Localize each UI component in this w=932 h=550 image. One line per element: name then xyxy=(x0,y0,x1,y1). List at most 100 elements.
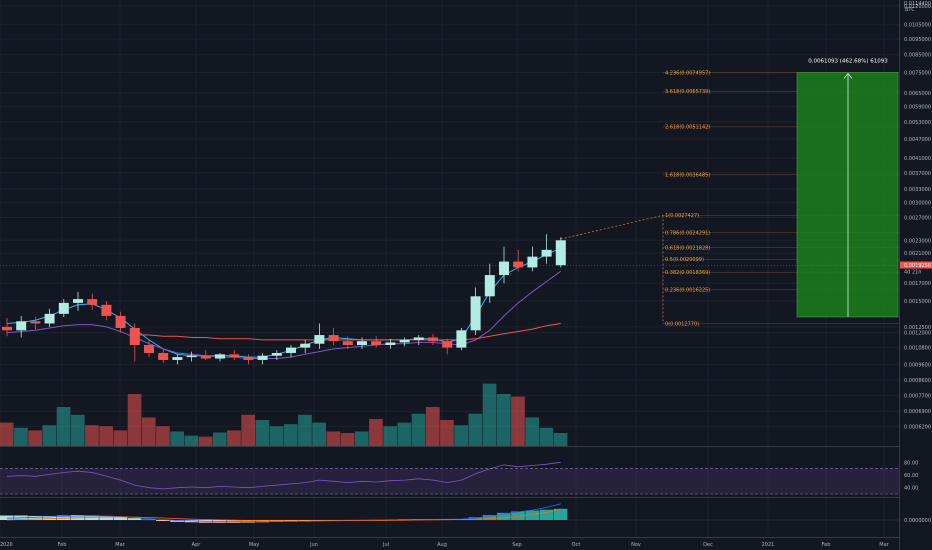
fib-extension[interactable]: 4.236(0.0074957) 3.618(0.0065739) 2.618(0.… xyxy=(560,70,899,328)
volume-bar xyxy=(170,431,184,446)
price-tick: 0.0065000 xyxy=(904,91,931,97)
price-tick: 0.0012500 xyxy=(904,325,931,331)
time-tick: Feb xyxy=(822,542,831,548)
candle-body xyxy=(44,313,55,324)
time-tick: 2020 xyxy=(0,542,13,548)
candle-body xyxy=(314,335,325,344)
macd-histogram-bar xyxy=(156,520,170,521)
candle-body xyxy=(87,299,98,305)
rsi-tick: 40.00 xyxy=(904,486,918,492)
volume-bar xyxy=(85,425,99,446)
volume-bar xyxy=(269,426,284,446)
time-tick: Jul xyxy=(382,542,389,548)
time-tick: Sep xyxy=(512,542,521,548)
macd-histogram-bar xyxy=(28,515,42,520)
rsi-tick: 60.00 xyxy=(904,473,918,479)
rsi-line xyxy=(6,461,561,490)
volume-bar xyxy=(255,420,270,446)
currency-label: BTC xyxy=(905,7,915,13)
price-tick-labels: 0.0120000 0.0105000 0.0095000 0.0085000 0.00… xyxy=(904,4,931,431)
price-tick: 0.0053000 xyxy=(904,120,931,126)
volume-bar xyxy=(70,414,85,446)
macd-histogram-bar xyxy=(141,519,156,521)
time-tick: May xyxy=(249,542,259,548)
measure-arrow-head xyxy=(843,72,853,79)
rsi-band xyxy=(0,468,899,494)
price-tick: 0.0006200 xyxy=(904,424,931,430)
macd-histogram-bar xyxy=(553,508,568,520)
volume-bar xyxy=(440,420,454,446)
macd-histogram-bar xyxy=(42,515,57,520)
candle-body xyxy=(30,321,41,324)
volume-bar xyxy=(0,422,14,446)
candle-body xyxy=(428,337,438,342)
price-tick: 0.0006900 xyxy=(904,409,931,415)
moving-average-line xyxy=(6,270,562,359)
fib-level-label: 0.618(0.0021828) xyxy=(665,246,710,252)
candle-body xyxy=(527,256,538,268)
volume-bar xyxy=(411,413,426,446)
volume-bar xyxy=(198,436,213,446)
price-tick: 0.0047000 xyxy=(904,137,931,143)
volume-bar xyxy=(127,394,142,446)
fib-level-label: 0.382(0.0018369) xyxy=(665,270,710,276)
price-tick: 0.0033000 xyxy=(904,187,931,193)
macd-histogram-bar xyxy=(113,516,128,520)
volume-bar xyxy=(326,431,341,446)
price-tick: 0.0085000 xyxy=(904,53,931,59)
rsi-pane: 80.00 60.00 40.00 xyxy=(0,460,918,495)
volume-bar xyxy=(156,426,170,446)
last-price-countdown: 4d 21h xyxy=(904,270,921,276)
candle-body xyxy=(200,355,211,359)
volume-bars xyxy=(0,383,568,446)
time-tick: Nov xyxy=(631,542,641,548)
price-tick: 0.0030000 xyxy=(904,201,931,207)
volume-bar xyxy=(227,430,241,446)
candle-body xyxy=(243,357,254,360)
fib-level-label: 0.786(0.0024291) xyxy=(665,230,710,236)
candle-body xyxy=(513,261,524,268)
macd-histogram-bar xyxy=(170,520,184,522)
candle-body xyxy=(357,341,367,346)
price-tick: 0.0120000 xyxy=(904,4,931,10)
volume-bar xyxy=(99,426,113,446)
candle-body xyxy=(399,339,410,343)
price-tick: 0.0010800 xyxy=(904,346,931,352)
price-tick: 0.0009600 xyxy=(904,362,931,368)
volume-bar xyxy=(241,414,255,446)
fib-level-label: 2.618(0.0051142) xyxy=(665,125,710,131)
fib-level-label: 0(0.0012770) xyxy=(665,322,699,328)
fib-trend-line xyxy=(560,215,664,240)
volume-bar xyxy=(369,418,383,446)
price-range-measure[interactable]: 0.0061093 (462.68%) 61093 xyxy=(796,59,899,318)
time-tick: Dec xyxy=(703,542,713,548)
macd-line xyxy=(6,503,561,522)
last-price-badge xyxy=(900,261,932,269)
macd-histogram-bar xyxy=(0,515,14,520)
macd-zero-tick: 0.0000000 xyxy=(904,518,931,524)
price-tick: 0.0027000 xyxy=(904,216,931,222)
volume-bar xyxy=(212,432,227,446)
fib-level-label: 1.618(0.0036485) xyxy=(665,173,710,179)
macd-histogram-bar xyxy=(99,515,113,520)
candle-body xyxy=(342,341,353,346)
volume-bar xyxy=(312,422,326,446)
macd-histogram-bar xyxy=(468,517,483,520)
price-tick: 0.0075000 xyxy=(904,71,931,77)
fib-level-label: 0.236(0.0016225) xyxy=(665,288,710,294)
candle-body xyxy=(215,354,225,359)
price-tick: 0.0023000 xyxy=(904,238,931,244)
measure-box xyxy=(796,72,899,318)
candle-body xyxy=(58,302,69,314)
time-tick: 2021 xyxy=(762,542,775,548)
price-tick: 0.0012000 xyxy=(904,331,931,337)
fib-level-label: 0.5(0.0020099) xyxy=(665,257,704,263)
time-tick: Feb xyxy=(58,542,67,548)
candle-body xyxy=(286,347,296,353)
volume-bar xyxy=(425,407,440,446)
price-tick: 0.0095000 xyxy=(904,37,931,43)
last-price-tag: 0.0019256 4d 21h xyxy=(900,261,932,276)
macd-histogram-bar xyxy=(525,510,539,520)
